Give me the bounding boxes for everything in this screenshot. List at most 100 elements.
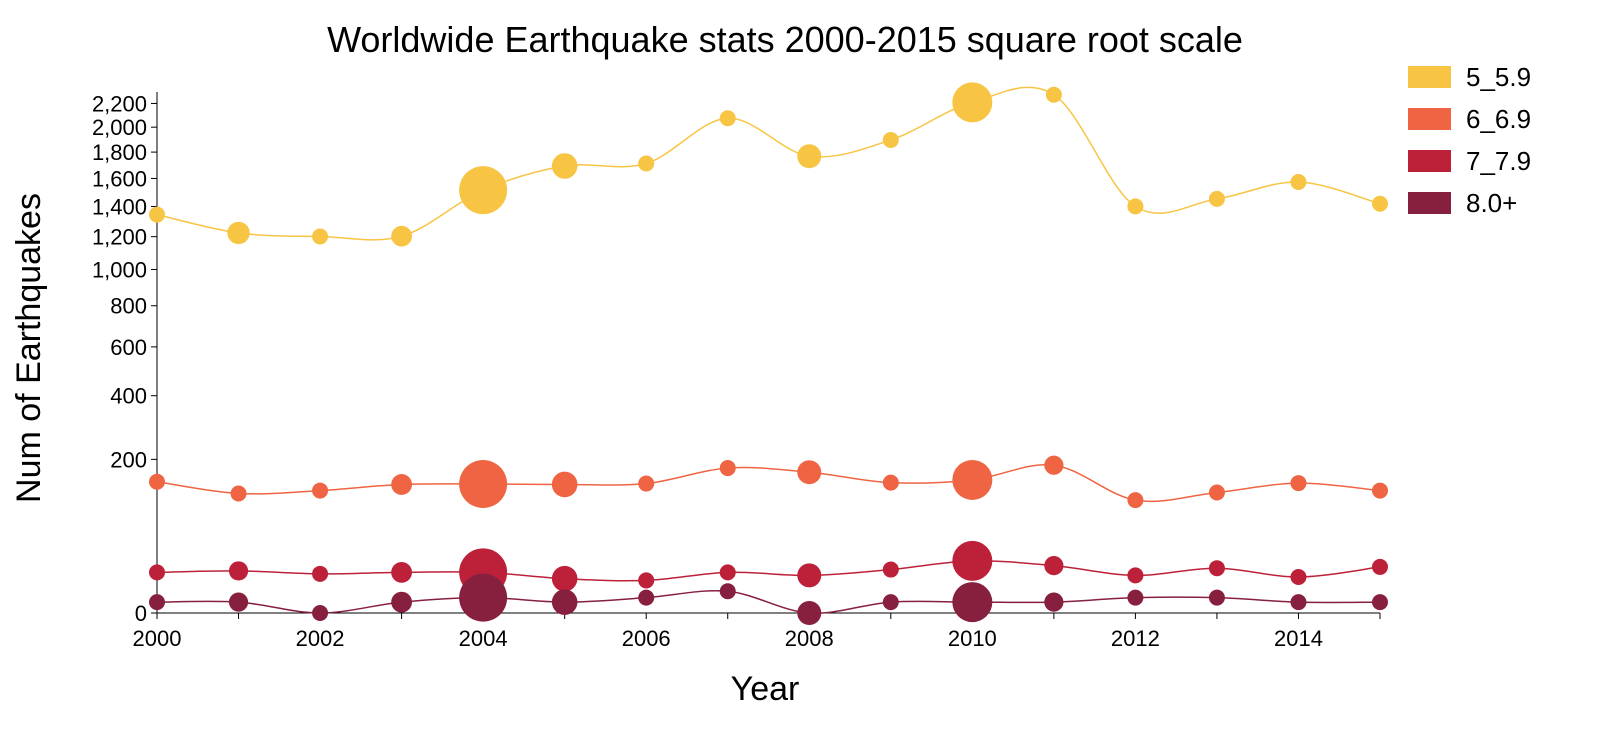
data-point[interactable] — [1290, 174, 1307, 191]
data-point[interactable] — [1208, 589, 1225, 606]
y-tick-label: 1,200 — [92, 225, 147, 250]
data-point[interactable] — [1290, 568, 1307, 585]
series-6_6.9 — [149, 455, 1388, 509]
data-point[interactable] — [882, 594, 899, 611]
legend: 5_5.9 6_6.9 7_7.9 8.0+ — [1408, 62, 1531, 218]
data-point[interactable] — [1044, 455, 1064, 475]
y-axis: 02004006008001,0001,2001,4001,6001,8002,… — [92, 91, 158, 626]
data-point[interactable] — [1372, 558, 1388, 575]
legend-item[interactable]: 8.0+ — [1408, 188, 1517, 218]
series-line — [156, 86, 1381, 241]
y-tick-label: 1,600 — [92, 166, 147, 191]
data-point[interactable] — [230, 485, 247, 502]
x-tick-label: 2012 — [1111, 626, 1160, 651]
x-tick-label: 2014 — [1274, 626, 1323, 651]
data-point[interactable] — [1044, 556, 1064, 576]
legend-item[interactable]: 6_6.9 — [1408, 104, 1531, 134]
legend-label: 6_6.9 — [1466, 104, 1531, 134]
data-point[interactable] — [551, 471, 578, 498]
series-7_7.9 — [149, 540, 1388, 597]
data-point[interactable] — [882, 131, 899, 148]
data-point[interactable] — [638, 475, 655, 492]
x-tick-label: 2002 — [296, 626, 345, 651]
data-point[interactable] — [312, 482, 329, 499]
x-tick-label: 2004 — [459, 626, 508, 651]
data-point[interactable] — [797, 460, 822, 485]
data-point[interactable] — [952, 540, 993, 581]
y-tick-label: 2,200 — [92, 91, 147, 116]
data-point[interactable] — [551, 565, 578, 592]
data-point[interactable] — [952, 82, 993, 123]
data-point[interactable] — [149, 564, 165, 581]
data-point[interactable] — [1290, 475, 1307, 492]
data-point[interactable] — [638, 155, 655, 172]
y-tick-label: 200 — [110, 447, 147, 472]
y-axis-label: Num of Earthquakes — [10, 193, 48, 503]
data-point[interactable] — [228, 561, 249, 581]
data-point[interactable] — [1044, 592, 1064, 612]
x-axis-label: Year — [731, 670, 800, 708]
data-point[interactable] — [551, 153, 578, 179]
y-tick-label: 1,800 — [92, 140, 147, 165]
data-point[interactable] — [1045, 86, 1062, 103]
x-tick-label: 2000 — [133, 626, 182, 651]
data-point[interactable] — [312, 228, 329, 245]
data-point[interactable] — [1127, 198, 1144, 215]
series-8.0+ — [149, 573, 1388, 625]
data-point[interactable] — [228, 592, 249, 612]
y-tick-label: 1,400 — [92, 195, 147, 220]
data-point[interactable] — [797, 563, 822, 588]
data-point[interactable] — [1127, 589, 1144, 606]
data-point[interactable] — [1127, 492, 1144, 509]
data-point[interactable] — [1208, 190, 1225, 207]
data-point[interactable] — [797, 144, 822, 169]
legend-swatch — [1408, 192, 1451, 214]
data-point[interactable] — [719, 583, 736, 600]
series-line — [156, 560, 1381, 582]
data-point[interactable] — [391, 225, 412, 247]
data-point[interactable] — [391, 591, 412, 613]
data-point[interactable] — [149, 206, 165, 223]
legend-swatch — [1408, 150, 1451, 172]
y-tick-label: 1,000 — [92, 257, 147, 282]
data-point[interactable] — [312, 565, 329, 582]
series-line — [156, 464, 1381, 503]
data-point[interactable] — [1290, 594, 1307, 611]
legend-label: 8.0+ — [1466, 188, 1517, 218]
data-point[interactable] — [719, 460, 736, 477]
x-axis: 2000 2002 2004 2006 2008 2010 2012 2014 — [133, 612, 1381, 651]
data-point[interactable] — [227, 221, 250, 245]
data-point[interactable] — [719, 110, 736, 127]
data-point[interactable] — [952, 459, 993, 500]
data-point[interactable] — [882, 474, 899, 491]
data-point[interactable] — [459, 460, 508, 509]
data-point[interactable] — [149, 473, 165, 490]
data-point[interactable] — [1372, 195, 1388, 212]
legend-item[interactable]: 7_7.9 — [1408, 146, 1531, 176]
x-tick-label: 2010 — [948, 626, 997, 651]
legend-swatch — [1408, 66, 1451, 88]
data-point[interactable] — [638, 589, 655, 606]
data-point[interactable] — [952, 582, 993, 623]
data-point[interactable] — [391, 474, 412, 495]
data-point[interactable] — [1372, 594, 1388, 611]
data-point[interactable] — [551, 589, 578, 615]
data-point[interactable] — [1127, 567, 1144, 584]
data-point[interactable] — [391, 561, 412, 583]
plot-area — [149, 82, 1388, 625]
data-point[interactable] — [719, 564, 736, 581]
data-point[interactable] — [1208, 560, 1225, 577]
legend-label: 5_5.9 — [1466, 62, 1531, 92]
data-point[interactable] — [459, 573, 508, 622]
data-point[interactable] — [1208, 484, 1225, 501]
data-point[interactable] — [882, 561, 899, 578]
data-point[interactable] — [312, 605, 329, 621]
data-point[interactable] — [638, 572, 655, 589]
data-point[interactable] — [459, 166, 508, 215]
data-point[interactable] — [1372, 482, 1388, 499]
y-tick-label: 2,000 — [92, 115, 147, 140]
data-point[interactable] — [797, 601, 822, 625]
data-point[interactable] — [149, 594, 165, 611]
legend-item[interactable]: 5_5.9 — [1408, 62, 1531, 92]
